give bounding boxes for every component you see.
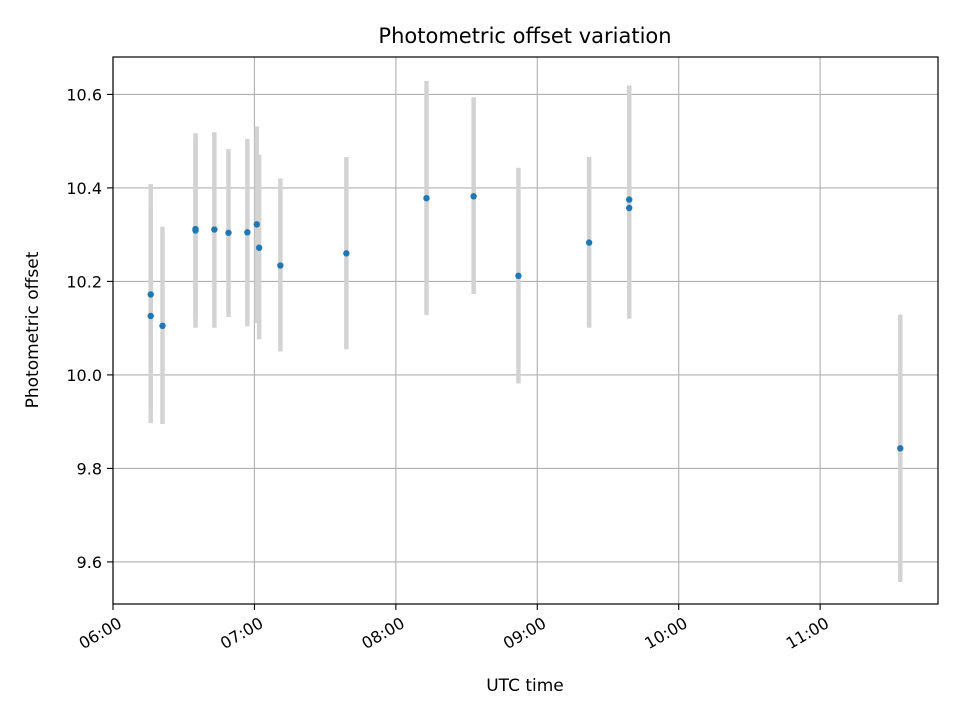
data-point [277,262,284,269]
data-point [253,221,260,228]
data-points [147,193,904,452]
data-point [470,193,477,200]
data-point [515,272,522,279]
data-point [897,445,904,452]
data-point [626,204,633,212]
y-tick-label: 10.6 [66,85,102,104]
data-point [423,194,430,202]
data-point [147,291,154,298]
y-tick-label: 10.4 [66,179,102,198]
data-point [225,229,232,236]
grid [112,57,938,604]
data-point [192,227,199,234]
data-point [211,226,218,233]
data-point [626,196,633,203]
data-point [159,322,166,330]
y-axis-label: Photometric offset [23,251,43,408]
plot-area-frame [112,56,939,605]
data-point [255,244,263,251]
data-point [585,239,593,246]
data-point [244,229,251,236]
y-tick-label: 10.0 [66,366,102,385]
x-axis-label: UTC time [486,676,564,696]
y-tick-label: 9.8 [77,459,102,478]
y-tick-label: 10.2 [66,272,102,291]
data-point [147,312,154,320]
chart-title: Photometric offset variation [378,24,671,48]
y-tick-label: 9.6 [77,553,102,572]
data-point [343,250,350,257]
